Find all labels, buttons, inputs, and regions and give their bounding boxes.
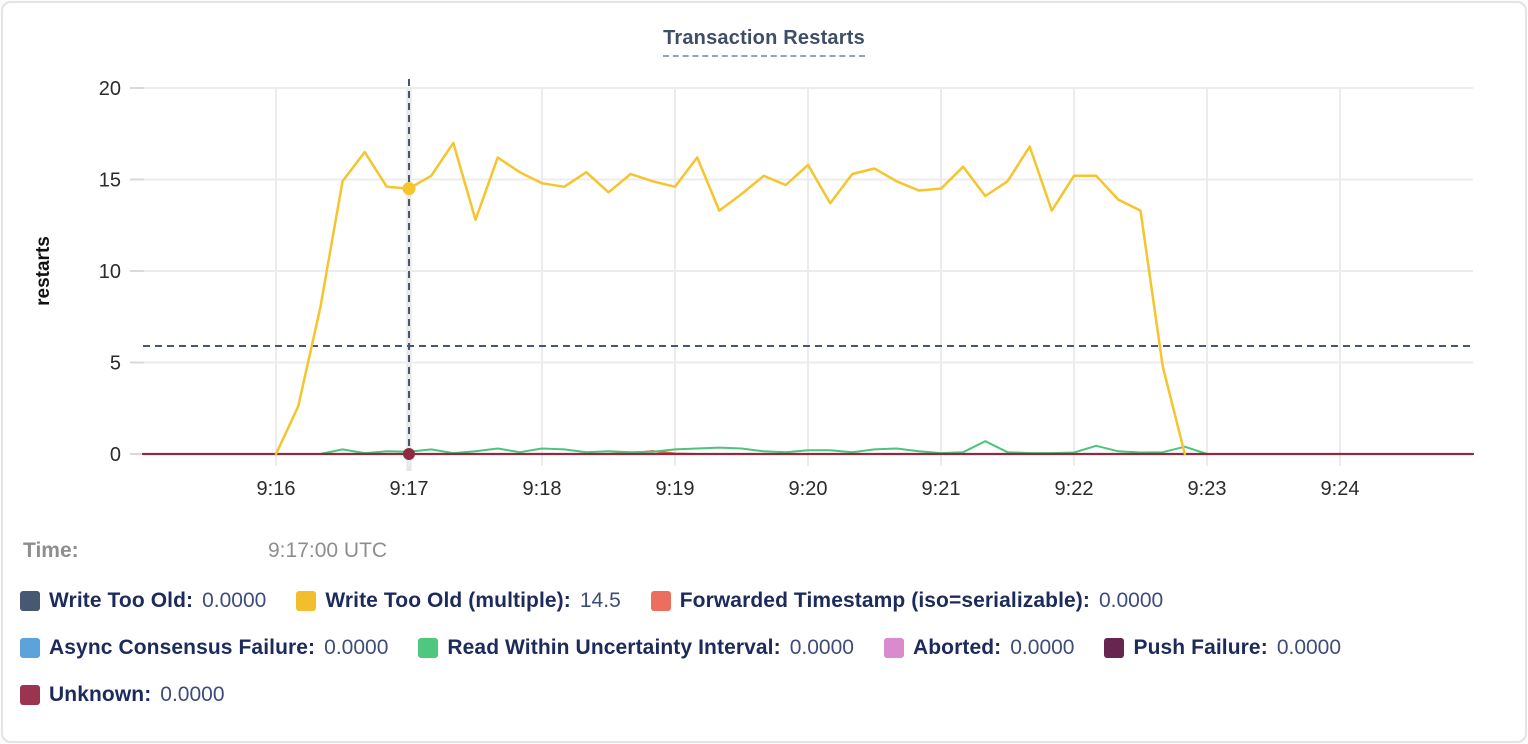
legend-value: 0.0000	[789, 636, 854, 659]
legend-label: Aborted:	[912, 636, 1002, 659]
time-value: 9:17:00 UTC	[268, 539, 388, 562]
x-tick-label-9-20: 9:20	[789, 478, 828, 500]
y-tick-label-5: 5	[110, 353, 121, 375]
x-tick-label-9-24: 9:24	[1321, 478, 1360, 500]
x-tick-label-9-17: 9:17	[390, 478, 429, 500]
legend-value: 0.0000	[1276, 636, 1342, 659]
chart-title-wrap: Transaction Restarts	[3, 27, 1525, 57]
time-label: Time:	[23, 539, 79, 562]
legend-label: Forwarded Timestamp (iso=serializable):	[679, 589, 1090, 612]
legend-swatch-async-consensus-failure	[20, 638, 40, 658]
y-tick-label-15: 15	[99, 170, 121, 192]
legend-swatch-push-failure	[1104, 638, 1125, 658]
y-tick-label-20: 20	[99, 78, 121, 100]
legend-item-unknown: Unknown: 0.0000	[20, 683, 225, 707]
series-line-write-too-old-multiple	[274, 141, 1187, 456]
y-tick-label-0: 0	[110, 444, 121, 466]
legend-swatch-read-within-uncertainty-interval	[418, 638, 439, 658]
legend-item-write-too-old: Write Too Old: 0.0000	[20, 589, 266, 613]
legend-value: 14.5	[579, 589, 621, 612]
y-axis-label: restarts	[33, 236, 54, 306]
legend-swatch-write-too-old-multiple	[296, 591, 317, 611]
chart-title[interactable]: Transaction Restarts	[663, 27, 865, 57]
legend-row-2: Async Consensus Failure: 0.0000 Read Withi…	[20, 636, 1341, 660]
legend-label: Async Consensus Failure:	[49, 636, 316, 659]
legend-item-forwarded-timestamp-iso-serializable: Forwarded Timestamp (iso=serializable): 0…	[650, 589, 1164, 613]
legend-swatch-write-too-old	[20, 591, 40, 611]
legend-value: 0.0000	[1010, 636, 1075, 659]
legend-label: Unknown:	[49, 683, 152, 706]
x-tick-label-9-22: 9:22	[1055, 478, 1094, 500]
legend-label: Write Too Old:	[49, 589, 194, 612]
legend-swatch-unknown	[20, 685, 40, 705]
hover-point-unknown	[403, 448, 415, 460]
hover-time-row: Time: 9:17:00 UTC	[23, 539, 623, 565]
y-tick-label-10: 10	[99, 261, 121, 283]
x-tick-label-9-16: 9:16	[257, 478, 296, 500]
legend-label: Read Within Uncertainty Interval:	[447, 636, 781, 659]
hover-point-write-too-old-multiple	[402, 182, 416, 196]
legend-row-1: Write Too Old: 0.0000 Write Too Old (multi…	[20, 589, 1163, 613]
legend-swatch-forwarded-timestamp-iso-serializable	[650, 591, 671, 611]
legend-label: Push Failure:	[1133, 636, 1268, 659]
legend-row-3: Unknown: 0.0000	[20, 683, 225, 707]
x-tick-label-9-18: 9:18	[523, 478, 562, 500]
legend-value: 0.0000	[160, 683, 225, 706]
legend-value: 0.0000	[324, 636, 389, 659]
transaction-restarts-chart[interactable]: 9:16 9:17 9:18 9:19 9:20 9:21 9:22 9:23 9:24 0 5 10…	[3, 3, 1528, 518]
legend-item-aborted: Aborted: 0.0000	[883, 636, 1075, 660]
legend-item-read-within-uncertainty-interval: Read Within Uncertainty Interval: 0.0000	[418, 636, 854, 660]
legend-item-async-consensus-failure: Async Consensus Failure: 0.0000	[20, 636, 388, 660]
legend-label: Write Too Old (multiple):	[325, 589, 571, 612]
legend-swatch-aborted	[883, 638, 904, 658]
x-tick-label-9-23: 9:23	[1188, 478, 1227, 500]
legend-item-write-too-old-multiple: Write Too Old (multiple): 14.5	[296, 589, 621, 613]
legend-value: 0.0000	[202, 589, 267, 612]
x-tick-label-9-21: 9:21	[922, 478, 961, 500]
legend-item-push-failure: Push Failure: 0.0000	[1104, 636, 1341, 660]
legend-value: 0.0000	[1098, 589, 1164, 612]
x-tick-label-9-19: 9:19	[656, 478, 695, 500]
